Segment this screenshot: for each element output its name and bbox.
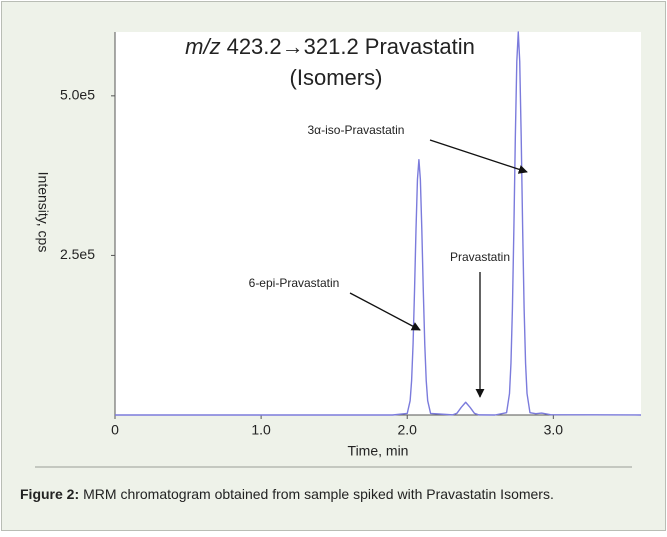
annotation-arrow (349, 292, 421, 331)
plot-area (115, 32, 641, 415)
y-tick-label: 5.0e5 (60, 87, 95, 103)
annotation: 3α-iso-Pravastatin (308, 123, 405, 137)
x-tick-label: 1.0 (251, 422, 271, 438)
title-text: 423.2→321.2 Pravastatin (227, 34, 475, 59)
caption-label: Figure 2: (20, 486, 79, 502)
caption-text: MRM chromatogram obtained from sample sp… (83, 486, 554, 502)
annotation: Pravastatin (450, 250, 510, 264)
y-axis-label: Intensity, cps (35, 172, 51, 253)
caption-line: MRM chromatogram obtained from sample sp… (83, 486, 554, 502)
title-italic: m/z (185, 34, 220, 59)
chart-subtitle: (Isomers) (290, 65, 383, 90)
x-tick-label: 2.0 (397, 422, 417, 438)
chart-title: m/z 423.2→321.2 Pravastatin (185, 34, 475, 59)
x-axis-label: Time, min (348, 443, 409, 459)
x-tick-label: 0 (111, 422, 119, 438)
annotation-arrow (429, 139, 528, 174)
y-tick-label: 2.5e5 (60, 246, 95, 262)
caption: Figure 2: (20, 486, 79, 502)
x-tick-label: 3.0 (544, 422, 564, 438)
plot: 0 1.0 2.0 3.0 2.5e5 5.0e5 (60, 31, 642, 438)
annotation: 6-epi-Pravastatin (249, 276, 340, 290)
trace (115, 31, 642, 416)
